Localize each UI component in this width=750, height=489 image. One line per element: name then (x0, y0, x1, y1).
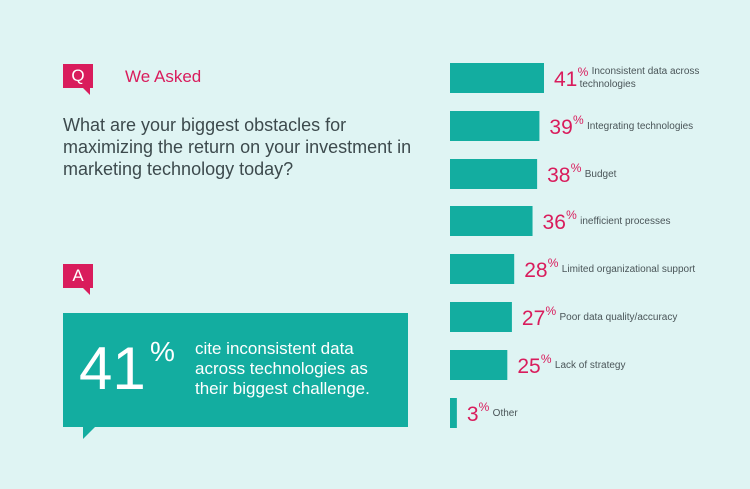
bar-value-6: 27 (522, 307, 545, 330)
bar-label-7: Lack of strategy (555, 360, 626, 371)
bar-value-5: 28 (524, 259, 547, 282)
bar-3 (450, 159, 538, 189)
bar-value-unit-2: % (573, 113, 584, 127)
bar-6 (450, 302, 512, 332)
bar-8 (450, 398, 457, 428)
answer-badge: A (63, 264, 93, 295)
bar-label-4: inefficient processes (580, 216, 670, 227)
bar-value-unit-4: % (566, 208, 577, 222)
bar-label-6: Poor data quality/accuracy (560, 312, 678, 323)
bar-value-unit-8: % (479, 400, 490, 414)
bar-value-7: 25 (517, 355, 540, 378)
bar-label-8: Other (493, 408, 519, 419)
bar-value-1: 41 (554, 68, 577, 91)
bar-value-4: 36 (543, 211, 566, 234)
bar-value-8: 3 (467, 403, 479, 426)
bar-label-2: Integrating technologies (587, 121, 693, 132)
bar-value-unit-1: % (578, 65, 589, 79)
bar-label-3: Budget (585, 169, 617, 180)
question-text: What are your biggest obstacles for maxi… (63, 115, 412, 179)
answer-big-number: 41 (79, 335, 146, 402)
bar-value-unit-3: % (571, 161, 582, 175)
bar-value-3: 38 (547, 164, 570, 187)
question-heading: We Asked (125, 67, 202, 86)
bar-4 (450, 206, 533, 236)
bar-1 (450, 63, 544, 93)
bar-7 (450, 350, 508, 380)
answer-box: 41 % cite inconsistent data across techn… (63, 313, 408, 439)
bar-label-5: Limited organizational support (562, 264, 696, 275)
bar-value-unit-7: % (541, 352, 552, 366)
answer-text: cite inconsistent data across technologi… (195, 339, 370, 398)
bar-value-2: 39 (549, 116, 572, 139)
bar-2 (450, 111, 540, 141)
answer-big-unit: % (150, 336, 175, 367)
question-badge: Q (63, 64, 93, 95)
bar-value-unit-6: % (546, 304, 557, 318)
bar-value-unit-5: % (548, 256, 559, 270)
bar-5 (450, 254, 515, 284)
bar-label-1: Inconsistent data across technologies (580, 66, 700, 90)
